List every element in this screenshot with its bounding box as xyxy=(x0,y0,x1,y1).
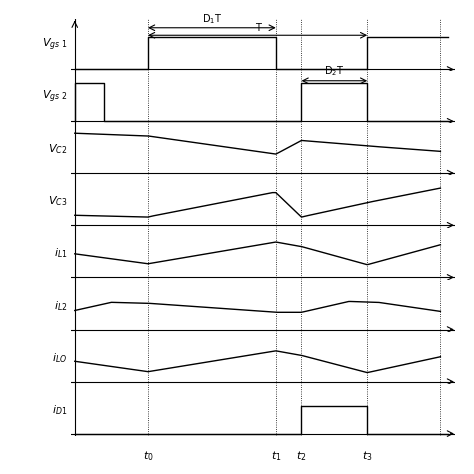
Text: T: T xyxy=(255,23,261,33)
Text: $t_3$: $t_3$ xyxy=(362,449,373,463)
Text: $V_{gs\ 2}$: $V_{gs\ 2}$ xyxy=(42,89,67,105)
Text: $V_{C3}$: $V_{C3}$ xyxy=(48,194,67,209)
Text: $t_2$: $t_2$ xyxy=(296,449,307,463)
Text: D$_1$T: D$_1$T xyxy=(202,12,222,26)
Text: $i_{D1}$: $i_{D1}$ xyxy=(52,403,67,417)
Text: $V_{gs\ 1}$: $V_{gs\ 1}$ xyxy=(42,37,67,53)
Text: $i_{L2}$: $i_{L2}$ xyxy=(54,299,67,313)
Text: $V_{C2}$: $V_{C2}$ xyxy=(48,142,67,156)
Text: $i_{LO}$: $i_{LO}$ xyxy=(52,351,67,365)
Text: $t_0$: $t_0$ xyxy=(143,449,153,463)
Text: $i_{L1}$: $i_{L1}$ xyxy=(54,246,67,261)
Text: $t_1$: $t_1$ xyxy=(271,449,281,463)
Text: D$_2$T: D$_2$T xyxy=(324,64,345,78)
